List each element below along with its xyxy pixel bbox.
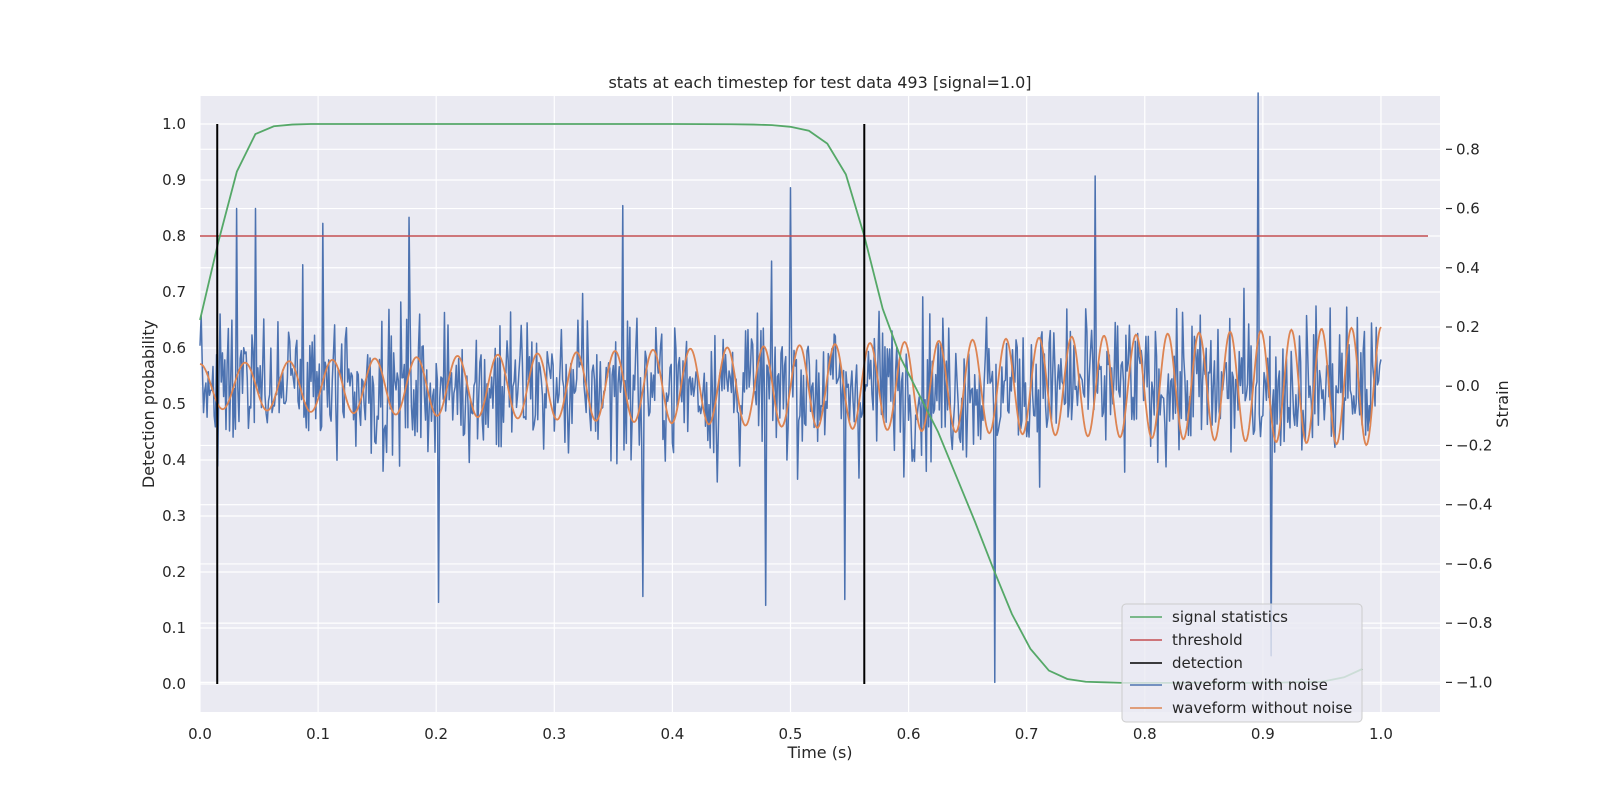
y-left-tick-label: 0.9 xyxy=(162,171,186,189)
x-tick-label: 0.0 xyxy=(188,725,212,743)
y-right-tick-label: −0.4 xyxy=(1456,496,1492,514)
y-left-tick-label: 0.5 xyxy=(162,395,186,413)
series-waveform-without-noise xyxy=(199,326,1382,447)
y-right-tick-label: 0.0 xyxy=(1456,377,1480,395)
y-left-axis-ticks: 0.0 0.1 0.2 0.3 0.4 0.5 0.6 0.7 0.8 0.9 1.0 xyxy=(162,115,186,693)
x-tick-label: 0.5 xyxy=(779,725,803,743)
y-right-tick-label: 0.8 xyxy=(1456,140,1480,158)
chart-title: stats at each timestep for test data 493… xyxy=(608,73,1031,92)
legend: signal statistics threshold detection wa… xyxy=(1121,603,1363,723)
x-tick-label: 0.1 xyxy=(306,725,330,743)
legend-label-waveform-with-noise: waveform with noise xyxy=(1172,676,1328,694)
y-right-tick-label: 0.2 xyxy=(1456,318,1480,336)
y-left-tick-label: 0.3 xyxy=(162,507,186,525)
y-left-tick-label: 0.0 xyxy=(162,675,186,693)
x-tick-label: 0.3 xyxy=(542,725,566,743)
y-right-tick-label: −0.6 xyxy=(1456,555,1492,573)
x-axis-ticks: 0.0 0.1 0.2 0.3 0.4 0.5 0.6 0.7 0.8 0.9 1.0 xyxy=(188,725,1393,743)
y-left-tick-label: 0.4 xyxy=(162,451,186,469)
plot-area xyxy=(199,92,1428,684)
y-left-tick-label: 0.6 xyxy=(162,339,186,357)
x-tick-label: 1.0 xyxy=(1369,725,1393,743)
x-tick-label: 0.6 xyxy=(897,725,921,743)
legend-box xyxy=(1121,603,1363,723)
y-right-tick-label: −0.2 xyxy=(1456,436,1492,454)
x-tick-label: 0.2 xyxy=(424,725,448,743)
y-left-axis-label: Detection probability xyxy=(139,320,158,488)
y-left-tick-label: 0.7 xyxy=(162,283,186,301)
y-left-tick-label: 1.0 xyxy=(162,115,186,133)
series-waveform-with-noise xyxy=(199,92,1382,684)
y-left-tick-label: 0.8 xyxy=(162,227,186,245)
legend-label-signal-statistics: signal statistics xyxy=(1172,608,1288,626)
series-signal-statistics xyxy=(199,123,1363,684)
y-right-axis-label: Strain xyxy=(1493,380,1512,427)
y-right-axis-ticks: −1.0 −0.8 −0.6 −0.4 −0.2 0.0 0.2 0.4 0.6 0.8 xyxy=(1446,140,1492,691)
x-tick-label: 0.8 xyxy=(1133,725,1157,743)
x-tick-label: 0.7 xyxy=(1015,725,1039,743)
y-right-tick-label: −1.0 xyxy=(1456,673,1492,691)
x-tick-label: 0.9 xyxy=(1251,725,1275,743)
y-left-tick-label: 0.1 xyxy=(162,619,186,637)
y-left-tick-label: 0.2 xyxy=(162,563,186,581)
y-right-tick-label: 0.4 xyxy=(1456,259,1480,277)
legend-label-waveform-without-noise: waveform without noise xyxy=(1172,699,1352,717)
legend-label-detection: detection xyxy=(1172,654,1243,672)
y-right-tick-label: 0.6 xyxy=(1456,200,1480,218)
x-axis-label: Time (s) xyxy=(786,743,852,762)
y-right-tick-label: −0.8 xyxy=(1456,614,1492,632)
x-tick-label: 0.4 xyxy=(660,725,684,743)
legend-label-threshold: threshold xyxy=(1172,631,1243,649)
